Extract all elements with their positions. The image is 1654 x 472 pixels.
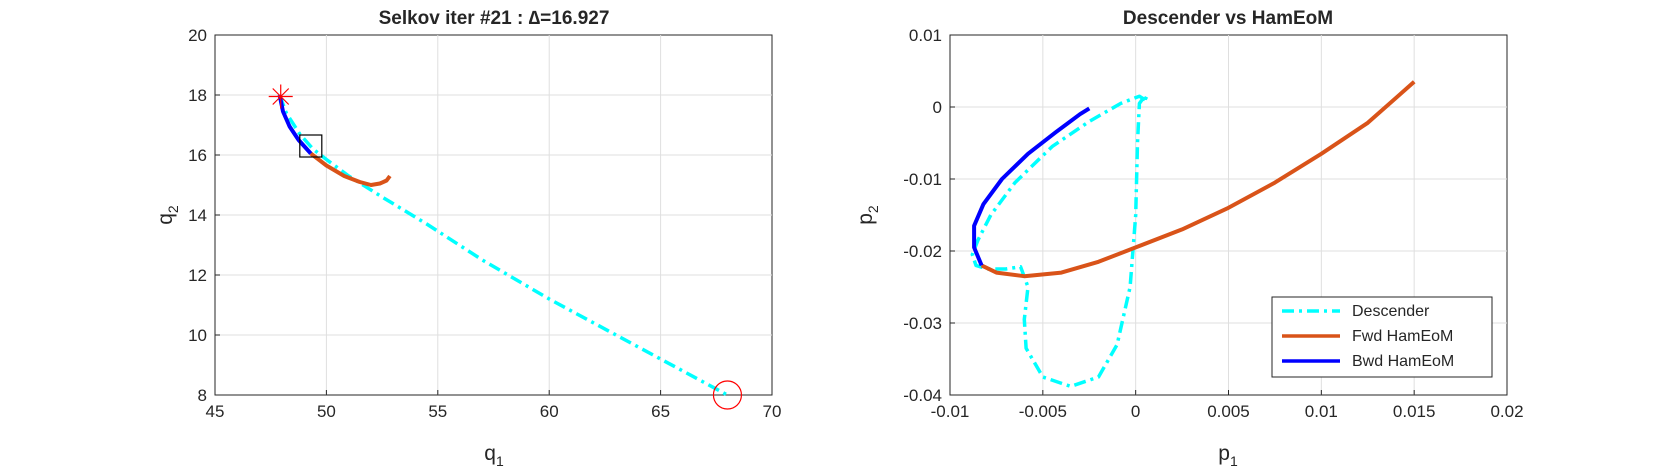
x-axis-label: q1	[484, 442, 504, 469]
y-tick-label: -0.01	[903, 170, 942, 189]
y-tick-label: 20	[188, 26, 207, 45]
series-layer	[277, 94, 729, 397]
x-tick-label: 55	[428, 402, 447, 421]
square-marker	[299, 134, 323, 158]
series-line	[277, 94, 729, 397]
tick-labels: 45 50 55 60 65 70 8 10 12 14 16 18 20	[188, 26, 781, 421]
y-tick-label: 12	[188, 266, 207, 285]
x-tick-label: 50	[317, 402, 336, 421]
y-tick-label: 0.01	[909, 26, 942, 45]
legend-label: Bwd HamEoM	[1352, 353, 1454, 370]
x-tick-label: 0.005	[1207, 402, 1250, 421]
x-tick-label: 45	[206, 402, 225, 421]
y-tick-label: 16	[188, 146, 207, 165]
x-tick-label: -0.01	[931, 402, 970, 421]
legend: Descender Fwd HamEoM Bwd HamEoM	[1271, 296, 1493, 378]
end-circle-marker	[712, 380, 743, 410]
y-tick-label: 10	[188, 326, 207, 345]
chart-title: Selkov iter #21 : ∆=16.927	[379, 8, 610, 29]
y-tick-label: -0.03	[903, 314, 942, 333]
legend-label: Fwd HamEoM	[1352, 328, 1453, 345]
x-tick-label: 0.015	[1393, 402, 1436, 421]
x-tick-label: 0.01	[1305, 402, 1338, 421]
x-tick-label: 60	[540, 402, 559, 421]
y-tick-label: 0	[933, 98, 942, 117]
start-star-marker	[268, 84, 293, 109]
y-tick-label: 18	[188, 86, 207, 105]
x-tick-label: 0.02	[1490, 402, 1523, 421]
legend-entries: Descender Fwd HamEoM Bwd HamEoM	[1282, 303, 1454, 370]
x-axis-label: p1	[1218, 442, 1238, 469]
y-axis-label: q2	[154, 205, 181, 225]
chart-selkov-iter: 45 50 55 60 65 70 8 10 12 14 16 18 20 Selkov iter #2…	[154, 8, 781, 469]
chart-title: Descender vs HamEoM	[1123, 8, 1333, 29]
y-tick-label: 14	[188, 206, 207, 225]
series-line	[309, 151, 392, 187]
y-tick-label: -0.04	[903, 386, 942, 405]
y-tick-label: -0.02	[903, 242, 942, 261]
x-tick-label: -0.005	[1019, 402, 1067, 421]
gridlines	[215, 35, 772, 395]
x-tick-label: 65	[651, 402, 670, 421]
y-axis-label: p2	[854, 205, 881, 225]
series-line	[970, 94, 1149, 389]
x-tick-label: 0	[1131, 402, 1140, 421]
series-layer	[970, 80, 1416, 389]
tick-labels: -0.01 -0.005 0 0.005 0.01 0.015 0.02 -0.04 -0.03…	[903, 26, 1523, 421]
legend-label: Descender	[1352, 303, 1430, 320]
marker-layer	[268, 84, 743, 410]
y-tick-label: 8	[198, 386, 207, 405]
series-line	[972, 106, 1091, 267]
series-line	[980, 80, 1416, 279]
x-tick-label: 70	[763, 402, 782, 421]
series-line	[277, 94, 313, 155]
chart-descender-vs-hameom: -0.01 -0.005 0 0.005 0.01 0.015 0.02 -0.04 -0.03…	[854, 8, 1524, 469]
